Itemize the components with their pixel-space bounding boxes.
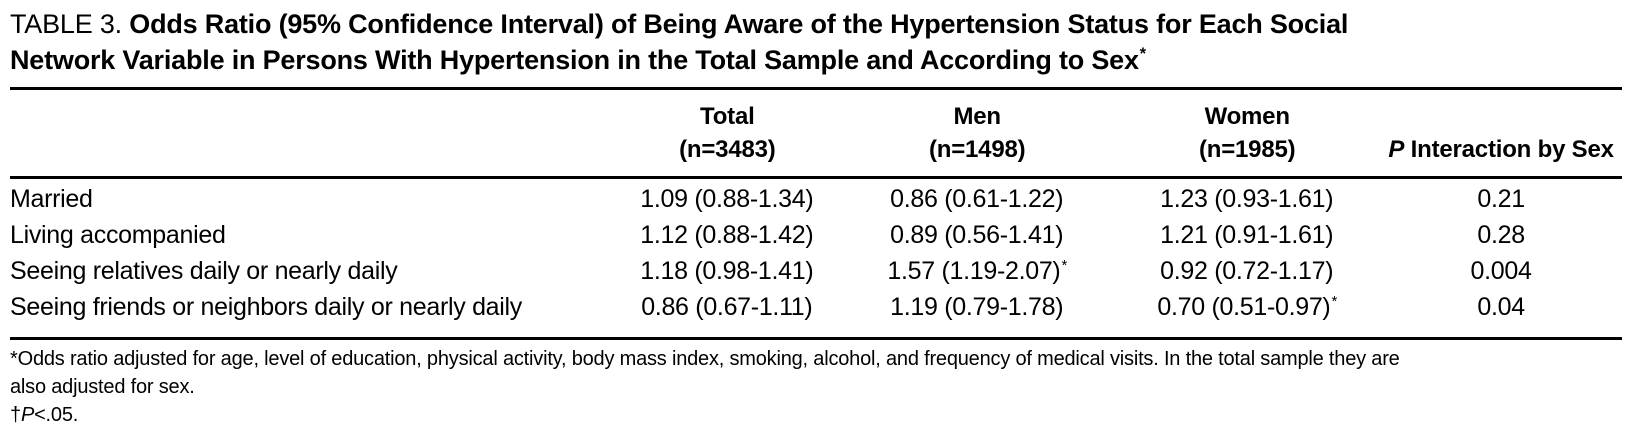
cell-variable: Seeing relatives daily or nearly daily xyxy=(10,257,398,285)
cell-men: 0.86 (0.61-1.22) xyxy=(890,185,1064,213)
table-number-label: TABLE 3. xyxy=(10,9,122,39)
header-total: Total (n=3483) xyxy=(614,88,841,179)
cell-variable: Married xyxy=(10,185,93,213)
cell-men: 1.19 (0.79-1.78) xyxy=(840,289,1115,340)
dagger-marker: † xyxy=(10,404,21,426)
header-women: Women (n=1985) xyxy=(1114,88,1381,179)
significance-marker: * xyxy=(1061,256,1067,274)
table-row-seeing-relatives: Seeing relatives daily or nearly daily 1… xyxy=(10,253,1622,289)
table-title: TABLE 3. Odds Ratio (95% Confidence Inte… xyxy=(10,6,1622,78)
footnote-p-italic: P xyxy=(20,404,35,426)
table-footnotes: *Odds ratio adjusted for age, level of e… xyxy=(10,345,1622,429)
cell-men: 0.89 (0.56-1.41) xyxy=(890,221,1064,249)
header-stub xyxy=(10,88,615,179)
table-row-living-accompanied: Living accompanied 1.12 (0.88-1.42) 0.89… xyxy=(10,217,1622,253)
cell-total: 1.12 (0.88-1.42) xyxy=(640,221,814,249)
header-men: Men (n=1498) xyxy=(840,88,1115,179)
table-title-line1: Odds Ratio (95% Confidence Interval) of … xyxy=(129,9,1349,39)
cell-total: 1.09 (0.88-1.34) xyxy=(640,185,814,213)
cell-variable: Seeing friends or neighbors daily or nea… xyxy=(10,289,615,340)
header-women-name: Women xyxy=(1204,103,1290,130)
cell-p-value: 0.04 xyxy=(1380,289,1622,340)
header-total-n: (n=3483) xyxy=(679,136,776,163)
cell-p-value: 0.004 xyxy=(1470,257,1532,285)
footnote-p-threshold: <.05. xyxy=(34,404,79,426)
cell-total: 0.86 (0.67-1.11) xyxy=(614,289,841,340)
table-header: Total (n=3483) Men (n=1498) Women (n=198… xyxy=(10,88,1622,179)
footnote-adjustment-line2: also adjusted for sex. xyxy=(10,376,195,398)
cell-men: 1.57 (1.19-2.07)* xyxy=(887,256,1067,285)
header-p-interaction: P Interaction by Sex xyxy=(1380,88,1622,179)
odds-ratio-table: Total (n=3483) Men (n=1498) Women (n=198… xyxy=(10,87,1622,340)
cell-women: 0.70 (0.51-0.97)* xyxy=(1114,289,1381,340)
table-title-line2: Network Variable in Persons With Hyperte… xyxy=(10,45,1146,75)
title-footnote-marker: * xyxy=(1139,45,1146,63)
cell-total: 1.18 (0.98-1.41) xyxy=(640,257,814,285)
table-body: Married 1.09 (0.88-1.34) 0.86 (0.61-1.22… xyxy=(10,178,1622,340)
cell-women: 1.23 (0.93-1.61) xyxy=(1160,185,1334,213)
header-p-rest: Interaction by Sex xyxy=(1404,136,1614,163)
header-women-n: (n=1985) xyxy=(1198,136,1296,163)
header-p-italic: P xyxy=(1388,136,1405,163)
cell-women: 1.21 (0.91-1.61) xyxy=(1160,221,1334,249)
header-row: Total (n=3483) Men (n=1498) Women (n=198… xyxy=(10,88,1622,179)
cell-women: 0.92 (0.72-1.17) xyxy=(1160,257,1334,285)
table-row-seeing-friends: Seeing friends or neighbors daily or nea… xyxy=(10,289,1622,340)
footnote-significance: †P<.05. xyxy=(10,401,1622,429)
cell-variable: Living accompanied xyxy=(10,221,226,249)
footnote-adjustment-line1: *Odds ratio adjusted for age, level of e… xyxy=(10,348,1400,370)
footnote-adjustment: *Odds ratio adjusted for age, level of e… xyxy=(10,345,1622,401)
cell-p-value: 0.28 xyxy=(1477,221,1525,249)
significance-marker: * xyxy=(1331,292,1337,310)
header-men-n: (n=1498) xyxy=(928,136,1026,163)
table-row-married: Married 1.09 (0.88-1.34) 0.86 (0.61-1.22… xyxy=(10,178,1622,218)
cell-p-value: 0.21 xyxy=(1477,185,1525,213)
header-total-name: Total xyxy=(700,103,755,130)
header-men-name: Men xyxy=(953,103,1001,130)
